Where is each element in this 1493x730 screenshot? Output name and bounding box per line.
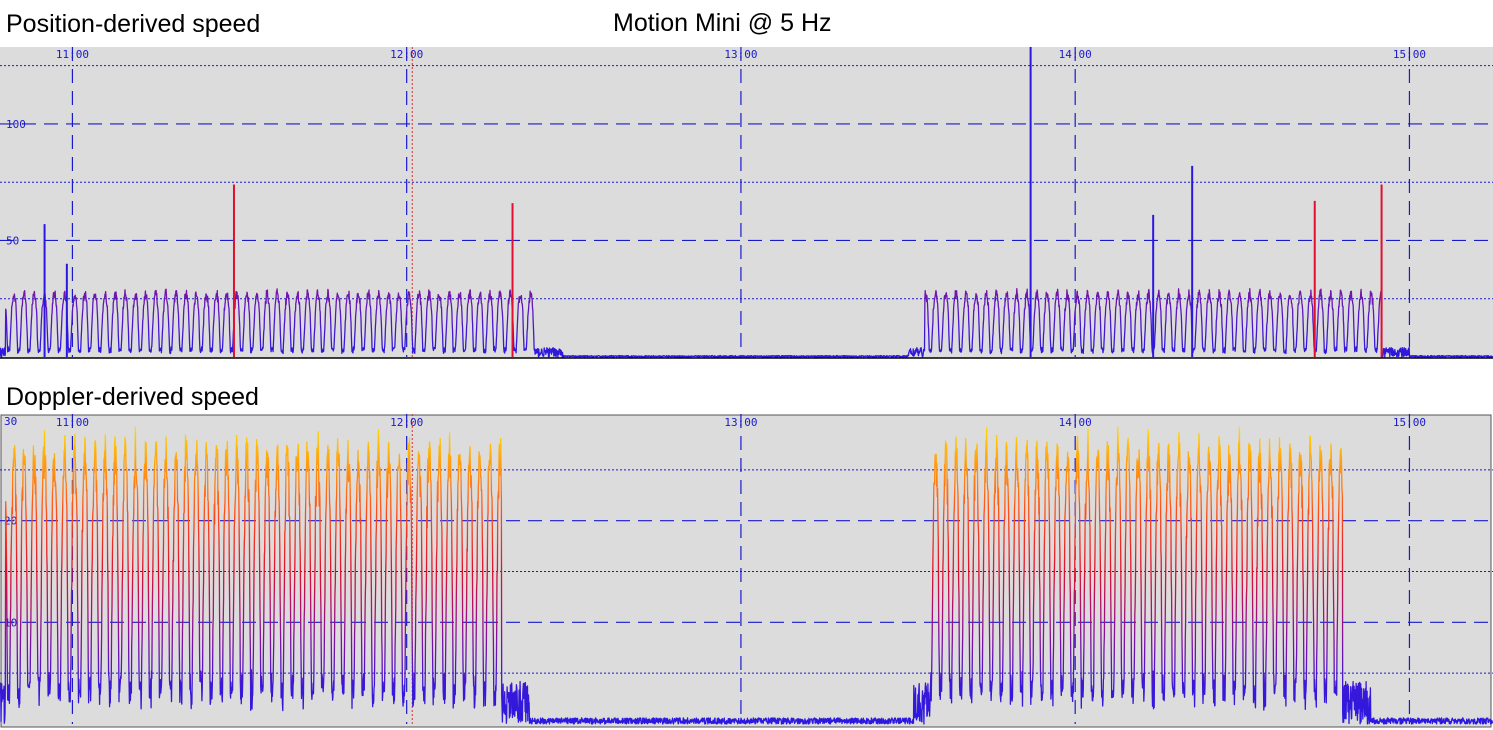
x-tick-label: 13:00 (724, 48, 757, 61)
x-tick-label: 11:00 (56, 48, 89, 61)
x-tick-label: 12:00 (390, 416, 423, 429)
speed-trace (0, 287, 1493, 358)
position-chart-title: Position-derived speed (6, 10, 261, 38)
x-tick-label: 15:00 (1393, 416, 1426, 429)
y-tick-label: 20 (4, 515, 17, 528)
series (0, 47, 1493, 358)
speed-trace (0, 426, 1493, 725)
y-tick-label: 50 (6, 234, 19, 247)
tick-labels: 50 100 11:00 12:00 13:00 14:00 15:00 (6, 48, 1426, 247)
x-tick-label: 15:00 (1393, 48, 1426, 61)
y-tick-label: 30 (4, 415, 17, 428)
x-tick-label: 13:00 (724, 416, 757, 429)
x-tick-label: 11:00 (56, 416, 89, 429)
x-tick-label: 14:00 (1059, 48, 1092, 61)
position-speed-chart: 50 100 11:00 12:00 13:00 14:00 15:00 (0, 47, 1493, 359)
page-title: Motion Mini @ 5 Hz (613, 9, 832, 37)
x-tick-label: 14:00 (1059, 416, 1092, 429)
x-tick-label: 12:00 (390, 48, 423, 61)
doppler-chart-title: Doppler-derived speed (6, 383, 259, 411)
series (0, 426, 1493, 725)
y-tick-label: 100 (6, 118, 26, 131)
